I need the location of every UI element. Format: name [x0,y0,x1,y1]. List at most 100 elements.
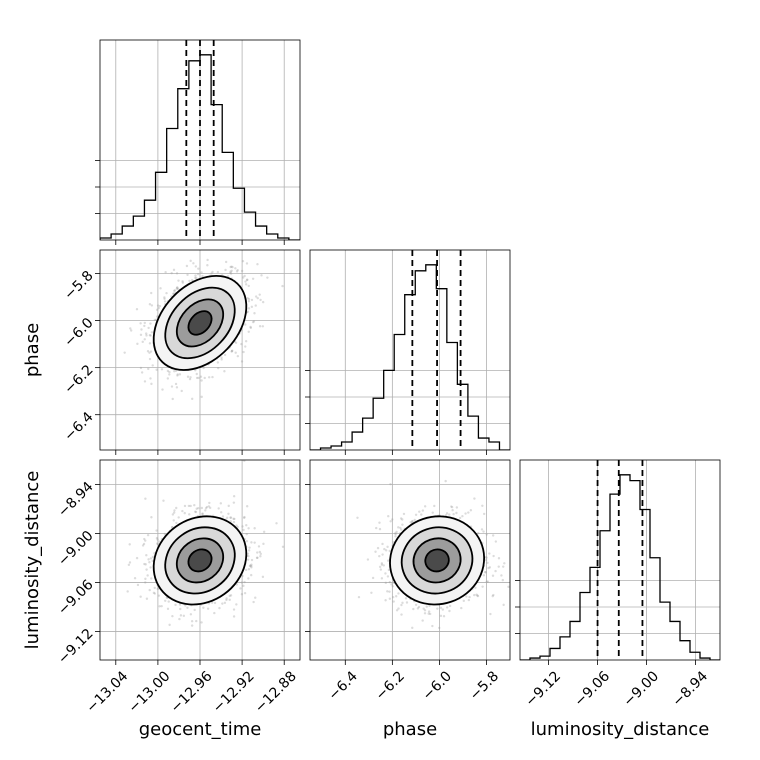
sample-point [281,545,285,548]
sample-point [484,558,488,562]
sample-point [445,606,449,609]
sample-point [147,367,150,371]
sample-point [371,576,375,580]
sample-point [143,380,147,383]
sample-point [149,566,152,569]
sample-point [196,272,200,276]
sample-point [491,594,494,598]
sample-point [242,350,245,354]
sample-point [242,276,245,279]
sample-point [259,555,262,558]
sample-point [204,507,208,510]
sample-point [194,274,197,277]
sample-point [140,328,143,331]
sample-point [394,532,397,535]
sample-point [486,561,489,565]
sample-point [160,368,164,371]
x-tick-label: −9.06 [572,668,614,710]
sample-point [197,376,200,380]
sample-point [395,530,398,534]
sample-point [230,350,233,353]
sample-point [156,542,159,545]
sample-point [224,260,228,264]
sample-point [246,296,249,300]
sample-point [176,286,179,289]
panel-luminosity_distance-geocent_time: −9.12−9.06−9.00−8.94−13.04−13.00−12.96−1… [55,459,301,716]
sample-point [160,604,163,608]
sample-point [194,510,198,514]
sample-point [473,497,476,500]
sample-point [482,574,486,577]
sample-point [156,587,159,591]
sample-point [233,517,236,521]
sample-point [484,555,488,559]
y-tick-label: −8.94 [55,479,97,521]
sample-point [207,505,211,508]
sample-point [441,608,445,611]
sample-point [173,289,176,293]
sample-point [232,520,236,524]
sample-point [384,572,387,575]
sample-point [148,357,152,361]
sample-point [148,303,152,306]
sample-point [174,382,178,386]
sample-point [384,581,388,585]
x-tick-label: −9.00 [620,668,662,710]
sample-point [158,304,162,308]
sample-point [232,494,236,498]
sample-point [123,351,126,354]
sample-point [192,262,195,265]
sample-point [476,594,480,598]
sample-point [259,298,262,302]
sample-point [500,574,503,577]
sample-point [450,505,454,509]
sample-point [150,382,153,386]
sample-point [145,568,148,571]
sample-point [178,617,181,621]
sample-point [189,504,192,508]
sample-point [380,563,384,566]
sample-point [189,376,192,379]
sample-point [225,598,228,602]
sample-point [386,545,389,549]
sample-point [216,361,220,364]
x-axis-label-geocent_time: geocent_time [139,719,262,740]
sample-point [190,619,194,623]
y-axis-label-phase: phase [22,323,43,377]
sample-point [417,605,421,609]
sample-point [135,556,139,560]
sample-point [411,519,414,523]
sample-point [219,502,223,505]
sample-point [245,539,249,543]
sample-point [187,504,191,508]
sample-point [225,597,228,600]
sample-point [145,334,148,337]
sample-point [172,511,176,514]
sample-point [491,534,495,537]
contour-line-3 [187,548,213,573]
sample-point [489,612,492,616]
sample-point [186,606,189,610]
sample-point [444,479,447,483]
sample-point [391,518,394,521]
sample-point [275,522,278,525]
sample-point [467,598,471,602]
sample-point [145,597,149,600]
sample-point [203,376,206,380]
sample-point [247,527,250,530]
sample-point [427,610,431,613]
sample-point [232,501,236,504]
sample-point [235,603,238,606]
sample-point [261,300,265,304]
sample-point [423,505,427,508]
sample-point [140,371,144,374]
sample-point [194,510,197,513]
sample-point [244,323,247,326]
sample-point [190,624,194,627]
contour-line-2 [175,298,225,348]
sample-point [194,369,197,372]
x-axis-label-phase: phase [383,719,437,740]
sample-point [381,542,384,546]
sample-point [128,543,131,546]
sample-point [481,585,484,588]
